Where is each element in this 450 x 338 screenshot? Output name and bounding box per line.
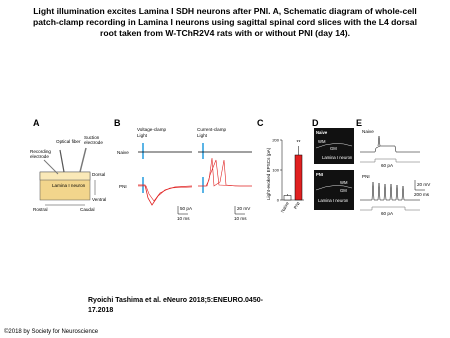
trace <box>198 159 252 187</box>
scale-bar <box>177 206 188 215</box>
label: Voltage-clamp <box>137 127 167 132</box>
label: 50 pA <box>180 206 193 211</box>
label: PNI <box>362 174 370 179</box>
lamina <box>39 171 91 181</box>
label: Naive <box>316 130 328 135</box>
trace <box>138 184 193 206</box>
label: 10 ms <box>234 216 247 221</box>
label: 20 mV <box>417 182 431 187</box>
label: Suction <box>84 135 100 140</box>
light-pulse <box>202 143 204 159</box>
trace <box>360 181 420 201</box>
label: Dorsal <box>92 172 105 177</box>
title: Light illumination excites Lamina I SDH … <box>33 6 417 38</box>
panel-label: B <box>114 118 121 128</box>
y-tick-label: 100 <box>272 168 279 173</box>
suction-electrode <box>79 147 87 173</box>
title-line: root taken from W-TChR2V4 rats with or w… <box>100 28 350 38</box>
label: Lamina I neuron <box>52 183 86 188</box>
label: Light <box>197 133 208 138</box>
label: 60 pA <box>381 163 394 168</box>
label: WM <box>340 180 348 185</box>
label: Naive <box>362 129 374 134</box>
label: Caudal <box>80 207 95 212</box>
x-tick-label: Naive <box>280 201 290 214</box>
bar <box>283 195 292 201</box>
label: Optical fiber <box>56 139 81 144</box>
title-line: Light illumination excites Lamina I SDH … <box>33 6 417 16</box>
stim <box>360 206 420 211</box>
trace <box>198 157 252 187</box>
label: PNI <box>119 184 127 189</box>
y-tick-label: 200 <box>272 138 279 143</box>
label: GM <box>330 146 337 151</box>
light-pulse <box>202 177 204 193</box>
scale-bar <box>234 206 245 215</box>
label: 200 ms <box>414 192 430 197</box>
label: 60 pA <box>381 211 394 216</box>
label: Ventral <box>92 197 106 202</box>
bar-chart: 0 100 200 Naive PNI ** <box>272 138 304 214</box>
recording-electrode <box>43 159 59 175</box>
label: Recording <box>30 149 51 154</box>
trace <box>360 135 420 153</box>
label: PNI <box>316 172 323 177</box>
y-tick-label: 0 <box>277 198 280 203</box>
label: Naive <box>117 150 129 155</box>
light-pulse <box>142 143 144 159</box>
image <box>314 170 354 210</box>
panel-label: D <box>312 118 319 128</box>
label: electrode <box>84 140 103 145</box>
label: Rostral <box>33 207 48 212</box>
label: Light <box>137 133 148 138</box>
citation: 17.2018 <box>88 307 113 314</box>
boundary <box>315 143 353 149</box>
bar <box>294 154 303 201</box>
panel-label: C <box>257 118 264 128</box>
significance: ** <box>297 140 301 146</box>
stim <box>360 158 420 163</box>
label: Lamina I neuron <box>322 155 353 160</box>
title-line: patch-clamp recording in Lamina I neuron… <box>33 17 417 27</box>
copyright: ©2018 by Society for Neuroscience <box>4 328 99 335</box>
label: electrode <box>30 154 49 159</box>
label: Current-clamp <box>197 127 227 132</box>
label: 10 ms <box>177 216 190 221</box>
x-tick-label: PNI <box>293 201 301 210</box>
axis-label: Light-evoked EPSCs (pA) <box>266 147 271 200</box>
trace <box>138 185 193 202</box>
scale-bar <box>414 180 425 191</box>
label: Lamina I neuron <box>318 198 349 203</box>
panel-label: A <box>33 118 40 128</box>
label: GM <box>340 188 347 193</box>
label: 20 mV <box>237 206 251 211</box>
label: WM <box>318 139 326 144</box>
panel-label: E <box>356 118 362 128</box>
boundary <box>315 185 353 191</box>
fiber <box>59 149 65 173</box>
citation: Ryoichi Tashima et al. eNeuro 2018;5:ENE… <box>88 297 264 304</box>
